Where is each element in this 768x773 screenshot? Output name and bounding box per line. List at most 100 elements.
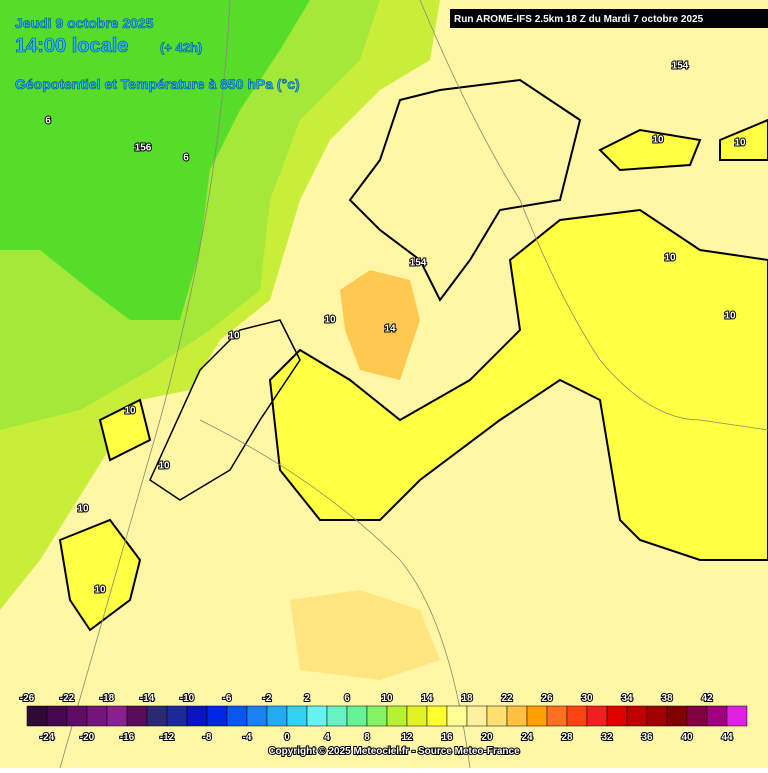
colorbar-box	[666, 705, 688, 727]
colorbar-label: -8	[203, 732, 212, 743]
contour-label: 10	[94, 585, 106, 596]
colorbar-label: -24	[40, 732, 55, 743]
colorbar-box	[386, 705, 408, 727]
colorbar-label: 34	[621, 693, 633, 704]
colorbar-label: 32	[601, 732, 613, 743]
colorbar-label: 22	[501, 693, 513, 704]
colorbar-label: 30	[581, 693, 593, 704]
colorbar-label: -2	[263, 693, 272, 704]
contour-label: 10	[734, 138, 746, 149]
contour-label: 6	[45, 116, 51, 127]
colorbar-label: -12	[160, 732, 175, 743]
colorbar-box	[606, 705, 628, 727]
contour-label: 10	[124, 406, 136, 417]
run-info: Run AROME-IFS 2.5km 18 Z du Mardi 7 octo…	[454, 14, 704, 25]
colorbar-box	[586, 705, 608, 727]
copyright: Copyright © 2025 Meteociel.fr - Source M…	[268, 746, 520, 757]
colorbar-label: 10	[381, 693, 393, 704]
colorbar-label: -16	[120, 732, 135, 743]
parameter: Géopotentiel et Température à 850 hPa (°…	[15, 76, 300, 92]
colorbar-label: 0	[284, 732, 290, 743]
colorbar-box	[646, 705, 668, 727]
contour-label: 10	[77, 504, 89, 515]
colorbar-box	[166, 705, 188, 727]
contour	[348, 78, 582, 302]
colorbar-box	[686, 705, 708, 727]
colorbar-label: 18	[461, 693, 473, 704]
colorbar-box	[366, 705, 388, 727]
contour-label: 6	[183, 153, 189, 164]
colorbar-box	[106, 705, 128, 727]
colorbar-label: 2	[304, 693, 310, 704]
colorbar-label: -10	[180, 693, 195, 704]
date: Jeudi 9 octobre 2025	[15, 15, 154, 31]
colorbar-box	[426, 705, 448, 727]
border-line	[59, 0, 768, 769]
colorbar-label: 36	[641, 732, 653, 743]
colorbar-box	[66, 705, 88, 727]
colorbar-box	[406, 705, 428, 727]
colorbar-label: -26	[20, 693, 35, 704]
colorbar-label: -6	[223, 693, 232, 704]
contour-label: 154	[672, 61, 689, 72]
colorbar-box	[206, 705, 228, 727]
colorbar-box	[86, 705, 108, 727]
colorbar-box	[566, 705, 588, 727]
colorbar-label: 20	[481, 732, 493, 743]
colorbar-label: -22	[60, 693, 75, 704]
colorbar-box	[626, 705, 648, 727]
contour-label: 154	[410, 258, 427, 269]
colorbar-box	[726, 705, 748, 727]
zone-warm	[290, 590, 440, 680]
colorbar-box	[46, 705, 68, 727]
zone-orange	[340, 270, 420, 380]
colorbar-label: 8	[364, 732, 370, 743]
contour-label: 10	[652, 135, 664, 146]
colorbar-box	[26, 705, 48, 727]
lead-time: (+ 42h)	[160, 40, 202, 55]
colorbar-label: -18	[100, 693, 115, 704]
colorbar-box	[286, 705, 308, 727]
zone-yellow	[268, 208, 768, 561]
colorbar-box	[126, 705, 148, 727]
time: 14:00 locale	[15, 35, 128, 57]
contour-label: 10	[324, 315, 336, 326]
colorbar-box	[346, 705, 368, 727]
colorbar-label: -14	[140, 693, 155, 704]
colorbar-label: 12	[401, 732, 413, 743]
colorbar-label: 24	[521, 732, 533, 743]
colorbar-label: 6	[344, 693, 350, 704]
colorbar-box	[446, 705, 468, 727]
colorbar-box	[186, 705, 208, 727]
colorbar-box	[526, 705, 548, 727]
colorbar-label: 40	[681, 732, 693, 743]
contour-label: 10	[664, 253, 676, 264]
colorbar-box	[506, 705, 528, 727]
colorbar-box	[146, 705, 168, 727]
zone-yellow-small	[58, 118, 768, 632]
contour	[149, 319, 301, 501]
colorbar-label: 38	[661, 693, 673, 704]
contour-label: 10	[724, 311, 736, 322]
run-box	[450, 9, 768, 28]
colorbar-box	[486, 705, 508, 727]
colorbar-box	[266, 705, 288, 727]
colorbar-box	[466, 705, 488, 727]
colorbar-box	[706, 705, 728, 727]
colorbar-label: 16	[441, 732, 453, 743]
colorbar-label: -4	[243, 732, 252, 743]
colorbar-box	[226, 705, 248, 727]
colorbar-label: -20	[80, 732, 95, 743]
contour-label: 156	[135, 143, 152, 154]
colorbar-box	[246, 705, 268, 727]
colorbar-label: 42	[701, 693, 713, 704]
contour-label: 10	[228, 331, 240, 342]
colorbar-box	[546, 705, 568, 727]
colorbar-label: 44	[721, 732, 733, 743]
colorbar-label: 26	[541, 693, 553, 704]
contour-label: 10	[158, 461, 170, 472]
colorbar-box	[326, 705, 348, 727]
zone-green	[0, 0, 310, 320]
